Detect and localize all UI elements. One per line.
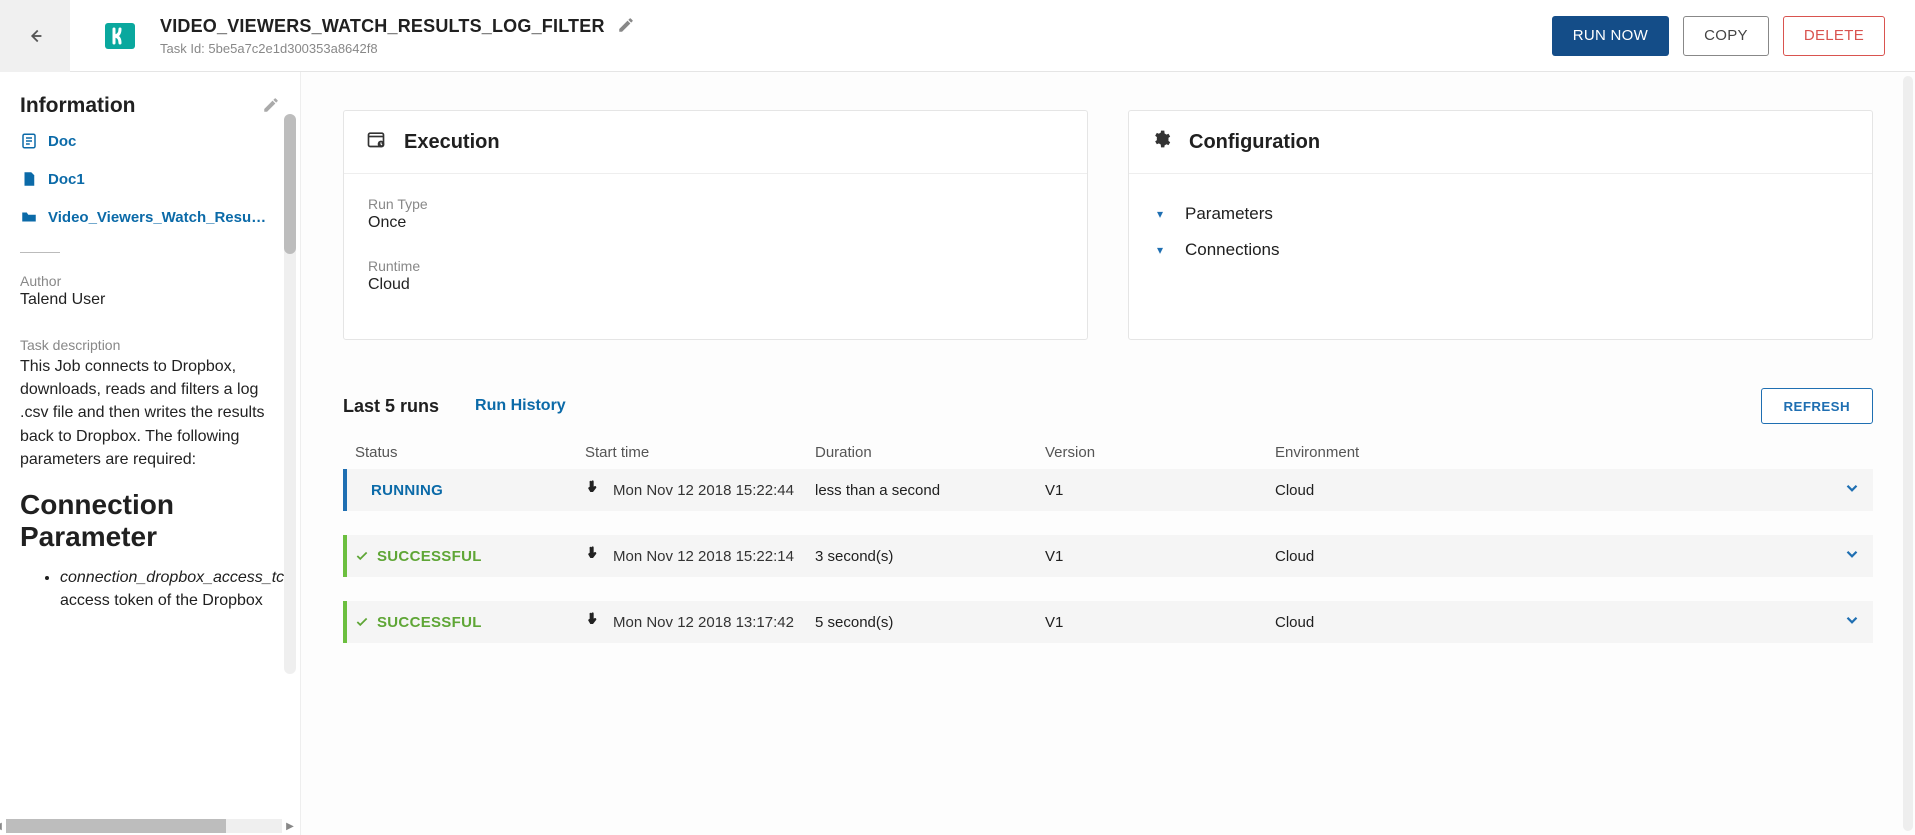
logo-icon <box>105 23 135 49</box>
status-cell: RUNNING <box>355 482 585 499</box>
run-type-label: Run Type <box>368 196 1063 212</box>
duration-cell: less than a second <box>815 482 1045 499</box>
folder-icon <box>20 208 38 226</box>
duration-cell: 5 second(s) <box>815 614 1045 631</box>
start-cell: Mon Nov 12 2018 15:22:44 <box>585 480 815 500</box>
hand-pointer-icon <box>585 546 601 566</box>
version-cell: V1 <box>1045 614 1275 631</box>
runtime-label: Runtime <box>368 258 1063 274</box>
environment-cell: Cloud <box>1275 482 1811 499</box>
pencil-icon <box>262 96 280 114</box>
app-logo <box>95 23 145 49</box>
hand-pointer-icon <box>585 480 601 500</box>
chevron-down-icon <box>1843 479 1861 497</box>
environment-cell: Cloud <box>1275 614 1811 631</box>
connection-heading: Connection Parameter <box>20 489 280 553</box>
check-icon <box>355 549 369 563</box>
scrollbar-horizontal-thumb[interactable] <box>6 819 226 833</box>
info-links: Doc Doc1 Video_Viewers_Watch_Results_ <box>20 132 280 226</box>
duration-cell: 3 second(s) <box>815 548 1045 565</box>
refresh-button[interactable]: REFRESH <box>1761 388 1874 424</box>
calendar-icon <box>366 129 386 155</box>
scroll-right-icon[interactable]: ▶ <box>282 819 298 833</box>
gear-icon <box>1151 129 1171 155</box>
configuration-card: Configuration ▾ Parameters ▾ Connections <box>1128 110 1873 340</box>
list-item: connection_dropbox_access_tc access toke… <box>60 567 280 612</box>
scroll-left-icon[interactable]: ◀ <box>0 819 6 833</box>
config-connections-label: Connections <box>1185 240 1280 260</box>
header-title-block: VIDEO_VIEWERS_WATCH_RESULTS_LOG_FILTER T… <box>160 16 1552 56</box>
param-list: connection_dropbox_access_tc access toke… <box>42 567 280 612</box>
runtime-value: Cloud <box>368 276 1063 294</box>
scrollbar-vertical[interactable] <box>1903 76 1913 831</box>
run-now-button[interactable]: RUN NOW <box>1552 16 1669 56</box>
chevron-down-icon <box>1843 545 1861 563</box>
page-title: VIDEO_VIEWERS_WATCH_RESULTS_LOG_FILTER <box>160 16 605 37</box>
header: VIDEO_VIEWERS_WATCH_RESULTS_LOG_FILTER T… <box>0 0 1915 72</box>
expand-row-button[interactable] <box>1811 545 1861 568</box>
runs-table: Status Start time Duration Version Envir… <box>343 436 1873 643</box>
table-row[interactable]: RUNNINGMon Nov 12 2018 15:22:44less than… <box>343 469 1873 511</box>
table-header: Status Start time Duration Version Envir… <box>343 436 1873 469</box>
arrow-left-icon <box>24 25 46 47</box>
back-button[interactable] <box>0 0 70 72</box>
folder-link-label: Video_Viewers_Watch_Results_ <box>48 209 270 226</box>
configuration-title: Configuration <box>1189 131 1320 154</box>
desc-value: This Job connects to Dropbox, downloads,… <box>20 355 280 471</box>
main-content: Execution Run Type Once Runtime Cloud <box>300 72 1915 835</box>
hand-pointer-icon <box>585 612 601 632</box>
left-panel: Information Doc Doc1 <box>0 72 300 835</box>
config-parameters-label: Parameters <box>1185 204 1273 224</box>
scrollbar-vertical-thumb[interactable] <box>284 114 296 254</box>
doc-icon <box>20 132 38 150</box>
chevron-down-icon: ▾ <box>1153 207 1167 221</box>
expand-row-button[interactable] <box>1811 611 1861 634</box>
execution-card: Execution Run Type Once Runtime Cloud <box>343 110 1088 340</box>
config-connections[interactable]: ▾ Connections <box>1153 232 1848 268</box>
col-duration: Duration <box>815 444 1045 461</box>
doc-link-label: Doc <box>48 133 76 150</box>
file-icon <box>20 170 38 188</box>
col-environment: Environment <box>1275 444 1811 461</box>
divider <box>20 252 60 253</box>
environment-cell: Cloud <box>1275 548 1811 565</box>
author-value: Talend User <box>20 291 280 309</box>
run-history-link[interactable]: Run History <box>475 397 566 415</box>
chevron-down-icon <box>1843 611 1861 629</box>
author-label: Author <box>20 273 280 289</box>
status-cell: SUCCESSFUL <box>355 548 585 565</box>
pencil-icon <box>617 16 635 34</box>
chevron-down-icon: ▾ <box>1153 243 1167 257</box>
check-icon <box>355 615 369 629</box>
folder-link[interactable]: Video_Viewers_Watch_Results_ <box>20 208 270 226</box>
info-heading: Information <box>20 94 136 118</box>
col-start: Start time <box>585 444 815 461</box>
doc1-link[interactable]: Doc1 <box>20 170 280 188</box>
copy-button[interactable]: COPY <box>1683 16 1769 56</box>
doc1-link-label: Doc1 <box>48 171 85 188</box>
task-id: Task Id: 5be5a7c2e1d300353a8642f8 <box>160 41 1552 56</box>
col-version: Version <box>1045 444 1275 461</box>
version-cell: V1 <box>1045 548 1275 565</box>
desc-label: Task description <box>20 337 280 353</box>
edit-title-button[interactable] <box>617 16 635 37</box>
delete-button[interactable]: DELETE <box>1783 16 1885 56</box>
header-buttons: RUN NOW COPY DELETE <box>1552 16 1885 56</box>
config-parameters[interactable]: ▾ Parameters <box>1153 196 1848 232</box>
table-row[interactable]: SUCCESSFULMon Nov 12 2018 13:17:425 seco… <box>343 601 1873 643</box>
run-type-value: Once <box>368 214 1063 232</box>
running-dot-icon <box>355 486 363 494</box>
edit-info-button[interactable] <box>262 96 280 117</box>
table-row[interactable]: SUCCESSFULMon Nov 12 2018 15:22:143 seco… <box>343 535 1873 577</box>
doc-link[interactable]: Doc <box>20 132 280 150</box>
version-cell: V1 <box>1045 482 1275 499</box>
status-cell: SUCCESSFUL <box>355 614 585 631</box>
start-cell: Mon Nov 12 2018 13:17:42 <box>585 612 815 632</box>
col-status: Status <box>355 444 585 461</box>
runs-title: Last 5 runs <box>343 396 439 417</box>
start-cell: Mon Nov 12 2018 15:22:14 <box>585 546 815 566</box>
runs-header: Last 5 runs Run History REFRESH <box>343 388 1873 424</box>
expand-row-button[interactable] <box>1811 479 1861 502</box>
execution-title: Execution <box>404 131 500 154</box>
